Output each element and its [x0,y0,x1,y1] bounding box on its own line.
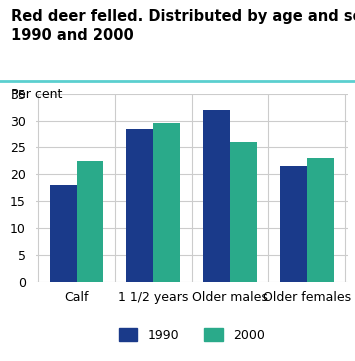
Text: Red deer felled. Distributed by age and sex, per cent.
1990 and 2000: Red deer felled. Distributed by age and … [11,9,355,43]
Bar [230,142,257,282]
Bar [153,123,180,282]
Bar [126,129,153,282]
Bar [307,158,334,282]
Text: Per cent: Per cent [11,88,62,101]
Legend: 1990, 2000: 1990, 2000 [114,323,270,347]
Bar [203,110,230,282]
Bar [77,161,103,282]
Bar [50,185,77,282]
Bar [280,166,307,282]
